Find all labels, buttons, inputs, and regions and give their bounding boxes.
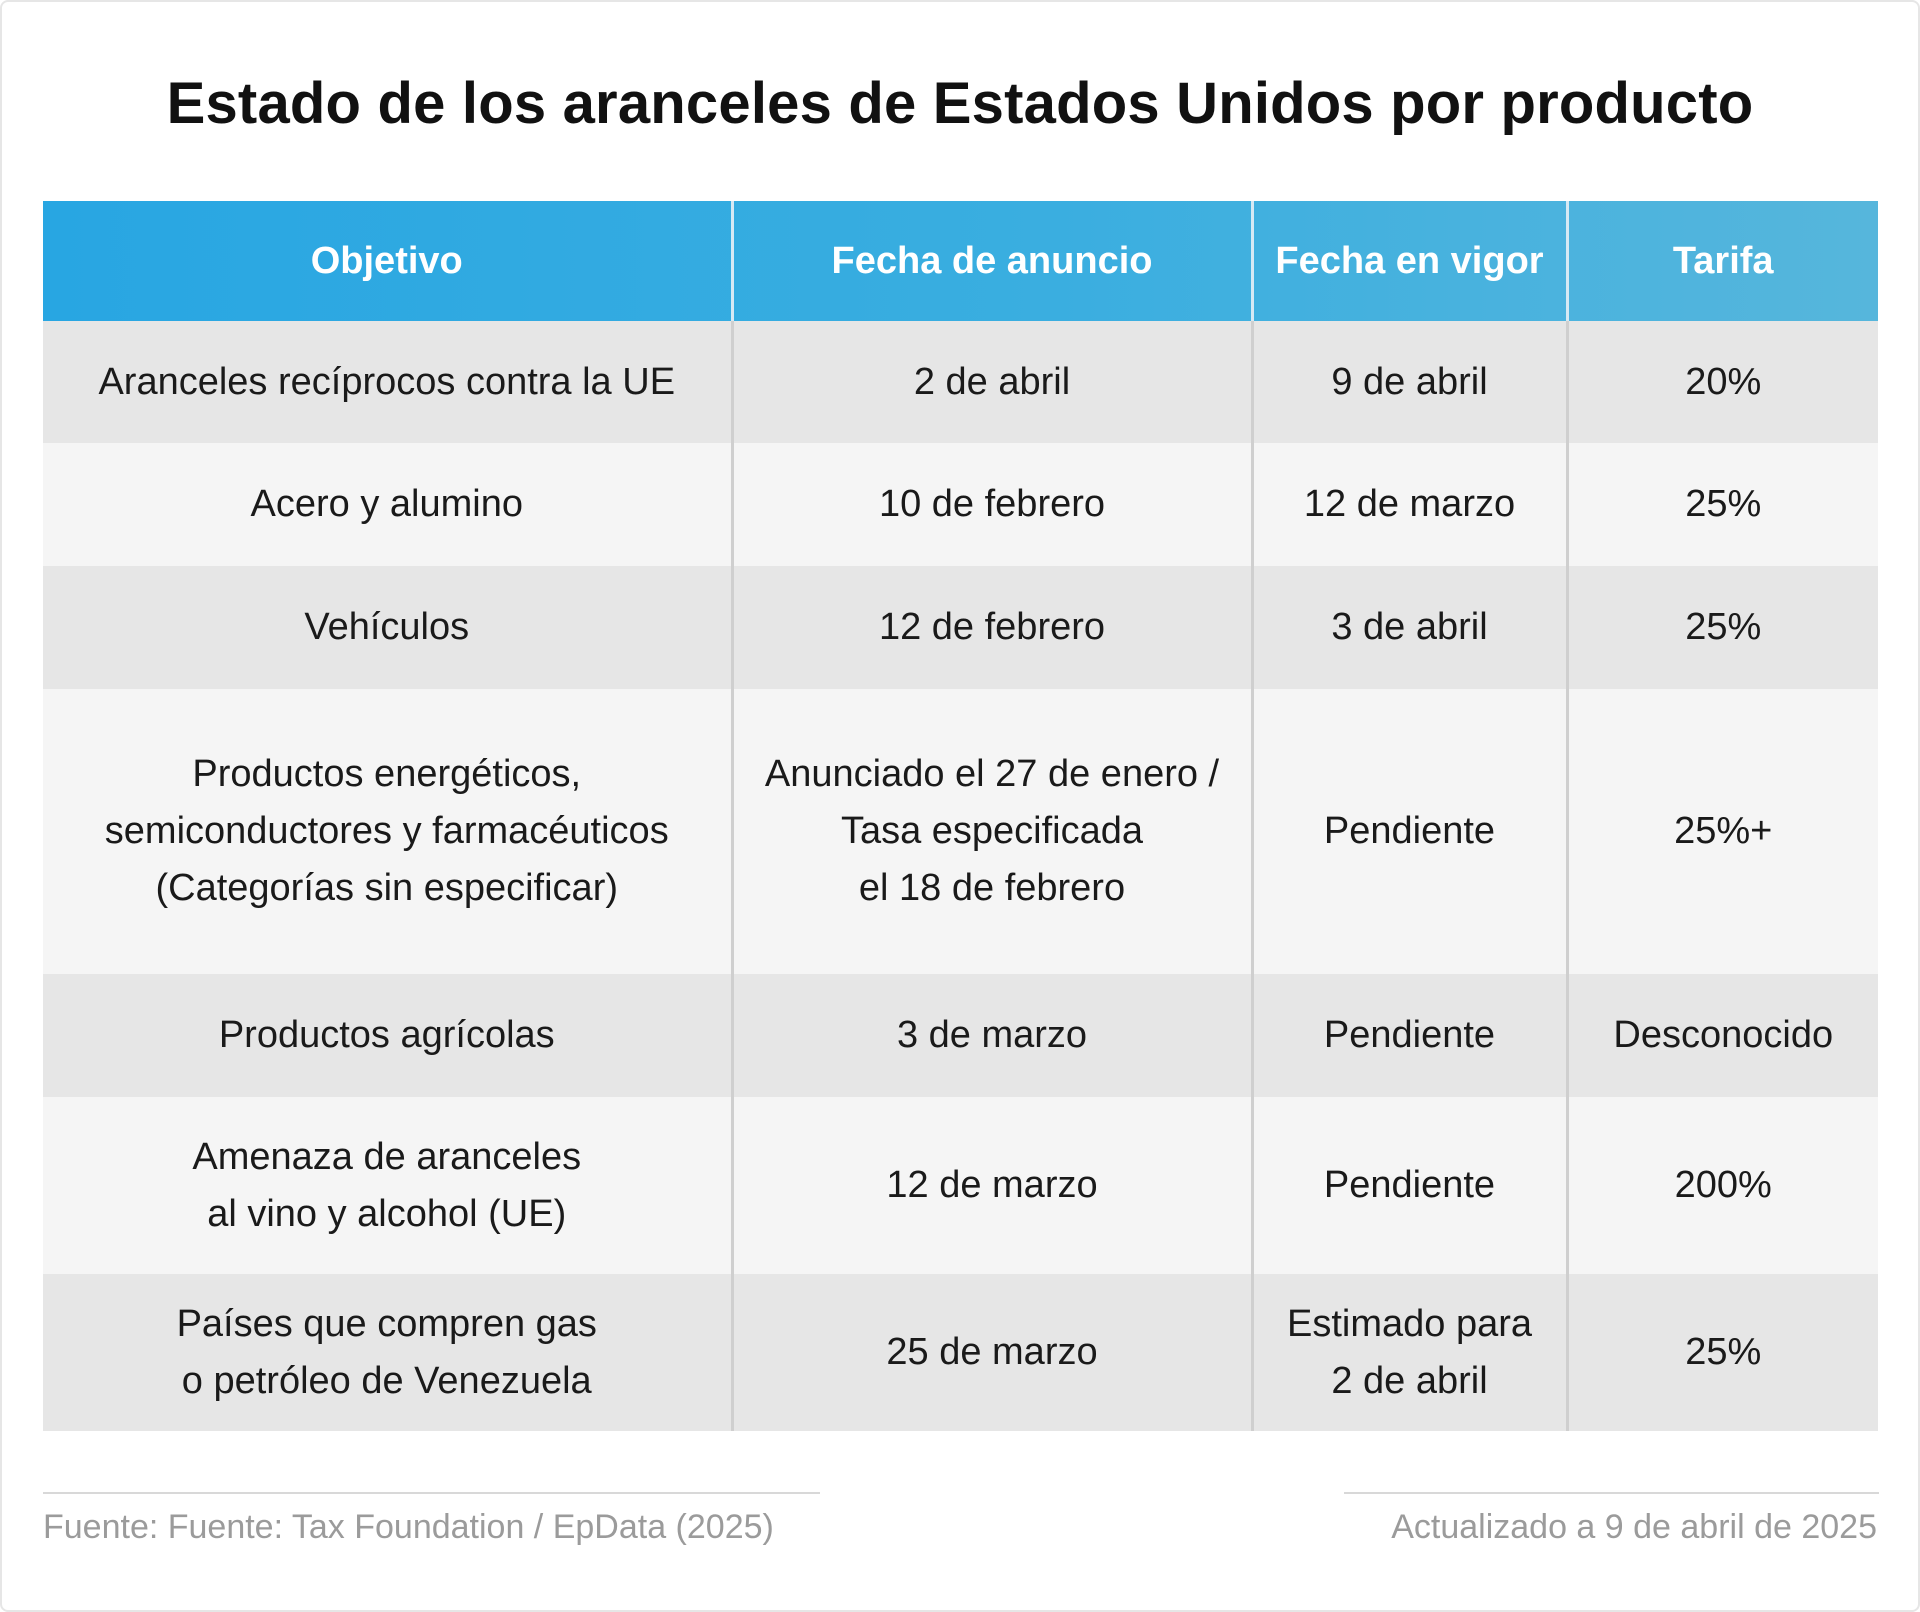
cell-text: Acero y alumino: [250, 483, 523, 525]
cell-text: 25%: [1685, 483, 1762, 525]
cell-text: 20%: [1685, 360, 1762, 403]
cell-text: 10 de febrero: [878, 483, 1106, 525]
table-row: Vehículos 12 de febrero 3 de abril 25%: [43, 566, 1878, 689]
header-objetivo: Objetivo: [310, 239, 463, 282]
cell-fecha-anuncio: Anunciado el 27 de enero / Tasa especifi…: [730, 689, 1252, 974]
cell-fecha-vigor: 12 de marzo: [1250, 443, 1567, 566]
cell-fecha-anuncio: 2 de abril: [730, 321, 1252, 443]
page-title: Estado de los aranceles de Estados Unido…: [166, 71, 1754, 136]
footer-divider-right: [1344, 1492, 1879, 1494]
cell-objetivo: Productos agrícolas: [43, 974, 732, 1097]
cell-objetivo: Vehículos: [43, 566, 732, 689]
header-row: Objetivo Fecha de anuncio Fecha en vigor…: [43, 201, 1878, 321]
cell-text: Pendiente: [1323, 1164, 1496, 1206]
cell-objetivo: Amenaza de aranceles al vino y alcohol (…: [43, 1097, 732, 1274]
cell-text: Aranceles recíprocos contra la UE: [98, 360, 676, 403]
footer-divider-left: [43, 1492, 820, 1494]
cell-text: 25 de marzo: [886, 1331, 1098, 1373]
cell-fecha-vigor: 9 de abril: [1250, 321, 1567, 443]
cell-fecha-vigor: Pendiente: [1250, 689, 1567, 974]
cell-text: Amenaza de aranceles al vino y alcohol (…: [192, 1135, 582, 1235]
cell-tarifa: 200%: [1565, 1097, 1878, 1274]
table-row: Amenaza de aranceles al vino y alcohol (…: [43, 1097, 1878, 1274]
table-header: Objetivo Fecha de anuncio Fecha en vigor…: [43, 201, 1878, 321]
cell-text: 12 de marzo: [886, 1164, 1098, 1206]
header-tarifa: Tarifa: [1565, 201, 1878, 321]
cell-text: Productos energéticos, semiconductores y…: [104, 753, 669, 909]
cell-tarifa: Desconocido: [1565, 974, 1878, 1097]
tariff-table-container: Objetivo Fecha de anuncio Fecha en vigor…: [43, 201, 1878, 1431]
cell-text: 3 de marzo: [896, 1014, 1088, 1056]
cell-text: Desconocido: [1613, 1014, 1834, 1056]
footer-updated-date: Actualizado a 9 de abril de 2025: [1391, 1508, 1877, 1546]
cell-fecha-vigor: Estimado para 2 de abril: [1250, 1274, 1567, 1431]
cell-text: Estimado para 2 de abril: [1286, 1302, 1532, 1402]
header-fecha-vigor: Fecha en vigor: [1250, 201, 1567, 321]
cell-text: Pendiente: [1323, 1014, 1496, 1056]
cell-fecha-anuncio: 10 de febrero: [730, 443, 1252, 566]
cell-tarifa: 25%: [1565, 1274, 1878, 1431]
cell-fecha-anuncio: 12 de marzo: [730, 1097, 1252, 1274]
cell-tarifa: 25%: [1565, 443, 1878, 566]
cell-text: Vehículos: [304, 606, 470, 648]
cell-fecha-vigor: 3 de abril: [1250, 566, 1567, 689]
cell-fecha-anuncio: 3 de marzo: [730, 974, 1252, 1097]
cell-text: 2 de abril: [913, 360, 1071, 403]
table-row: Acero y alumino 10 de febrero 12 de marz…: [43, 443, 1878, 566]
cell-objetivo: Aranceles recíprocos contra la UE: [43, 321, 732, 443]
cell-text: 25%: [1685, 1331, 1762, 1373]
cell-tarifa: 25%+: [1565, 689, 1878, 974]
footer-source: Fuente: Fuente: Tax Foundation / EpData …: [43, 1508, 774, 1546]
cell-text: 12 de marzo: [1303, 483, 1516, 525]
tariff-table: Objetivo Fecha de anuncio Fecha en vigor…: [43, 201, 1878, 1431]
cell-text: Anunciado el 27 de enero / Tasa especifi…: [764, 753, 1220, 909]
cell-text: 25%: [1685, 606, 1762, 648]
cell-text: Países que compren gas o petróleo de Ven…: [176, 1302, 597, 1402]
cell-text: Productos agrícolas: [218, 1014, 555, 1056]
cell-text: 25%+: [1674, 810, 1773, 852]
table-row: Productos agrícolas 3 de marzo Pendiente…: [43, 974, 1878, 1097]
cell-text: Pendiente: [1323, 810, 1496, 852]
cell-tarifa: 25%: [1565, 566, 1878, 689]
header-fecha-anuncio: Fecha de anuncio: [730, 201, 1252, 321]
table-body: Aranceles recíprocos contra la UE 2 de a…: [43, 321, 1878, 1431]
cell-objetivo: Productos energéticos, semiconductores y…: [43, 689, 732, 974]
cell-objetivo: Países que compren gas o petróleo de Ven…: [43, 1274, 732, 1431]
cell-fecha-anuncio: 25 de marzo: [730, 1274, 1252, 1431]
cell-fecha-anuncio: 12 de febrero: [730, 566, 1252, 689]
table-row: Países que compren gas o petróleo de Ven…: [43, 1274, 1878, 1431]
cell-text: 3 de abril: [1331, 606, 1488, 648]
cell-tarifa: 20%: [1565, 321, 1878, 443]
cell-objetivo: Acero y alumino: [43, 443, 732, 566]
table-row: Aranceles recíprocos contra la UE 2 de a…: [43, 321, 1878, 443]
cell-text: 200%: [1674, 1164, 1772, 1206]
cell-text: 9 de abril: [1331, 360, 1488, 403]
cell-text: 12 de febrero: [878, 606, 1106, 648]
cell-fecha-vigor: Pendiente: [1250, 974, 1567, 1097]
cell-fecha-vigor: Pendiente: [1250, 1097, 1567, 1274]
table-row: Productos energéticos, semiconductores y…: [43, 689, 1878, 974]
